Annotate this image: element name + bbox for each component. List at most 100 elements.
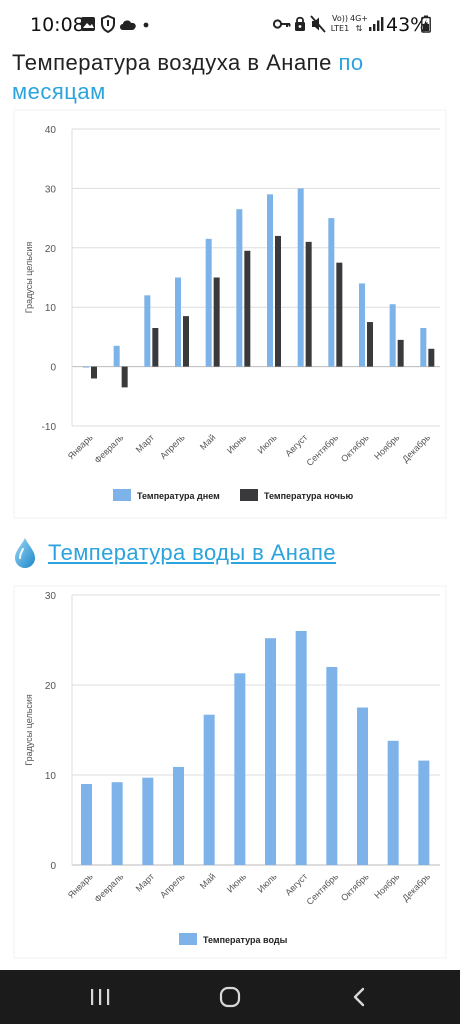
x-tick-label: Январь [66, 432, 95, 461]
x-tick-label: Май [198, 432, 218, 452]
bar-температура-воды-1 [81, 784, 92, 865]
x-tick-label: Январь [66, 871, 95, 900]
bar-температура-ночью-4 [183, 316, 189, 367]
bar-температура-днем-3 [144, 295, 151, 367]
dot-icon [143, 22, 149, 28]
x-tick-label: Апрель [158, 432, 187, 461]
data-arrows-icon: ⇅ [355, 24, 363, 33]
legend-label: Температура ночью [264, 491, 354, 501]
legend-swatch-температура-днем [113, 489, 131, 501]
x-tick-label: Октябрь [339, 432, 371, 464]
x-tick-label: Март [134, 871, 156, 893]
y-tick-label: 10 [45, 771, 57, 782]
status-bar: 10:08 Vo)) LTE1 4G+ ⇅ 43% [0, 0, 460, 48]
bar-температура-днем-4 [175, 277, 181, 367]
y-tick-label: 40 [45, 125, 57, 136]
network-type: 4G+ ⇅ [350, 14, 368, 34]
key-icon [272, 19, 291, 29]
x-tick-label: Июнь [225, 871, 248, 894]
y-tick-label: 20 [45, 681, 57, 692]
shield-icon [101, 15, 115, 33]
bar-температура-воды-9 [326, 667, 338, 865]
bar-температура-воды-6 [234, 673, 246, 865]
volte-label: Vo)) [332, 14, 348, 23]
y-tick-label: 30 [45, 184, 57, 195]
y-tick-label: 10 [45, 303, 57, 314]
bar-температура-днем-9 [328, 218, 335, 367]
bar-температура-ночью-5 [213, 277, 220, 367]
y-tick-label: -10 [42, 422, 57, 433]
x-tick-label: Август [283, 432, 309, 458]
bar-температура-ночью-6 [244, 250, 251, 367]
navigation-bar [0, 970, 460, 1024]
x-tick-label: Ноябрь [372, 432, 401, 461]
bar-температура-ночью-9 [336, 262, 343, 367]
bar-температура-днем-5 [205, 238, 212, 367]
page-title-text: Температура воздуха в Анапе [12, 50, 339, 75]
bar-температура-днем-10 [359, 283, 365, 367]
x-tick-label: Апрель [158, 871, 187, 900]
chart-frame [13, 109, 447, 519]
y-axis-label: Градусы цельсия [24, 694, 34, 766]
bar-температура-днем-6 [236, 209, 243, 367]
page-title-link[interactable]: по месяцам [12, 50, 364, 104]
battery-percentage: 43% [386, 14, 429, 36]
water-temperature-link[interactable]: Температура воды в Анапе [48, 540, 336, 565]
signal-icon [369, 17, 384, 31]
bar-температура-ночью-7 [275, 235, 281, 367]
y-tick-label: 20 [45, 244, 57, 255]
y-tick-label: 0 [50, 861, 56, 872]
cloud-icon [120, 20, 136, 30]
bar-температура-воды-5 [203, 714, 215, 865]
carrier-label: LTE1 [330, 24, 350, 33]
bar-температура-днем-2 [113, 345, 120, 367]
x-tick-label: Декабрь [400, 871, 432, 903]
status-time: 10:08 [30, 14, 85, 36]
y-axis-label: Градусы цельсия [24, 242, 34, 314]
home-button[interactable] [218, 985, 242, 1009]
y-tick-label: 0 [50, 363, 56, 374]
volte-indicator: Vo)) LTE1 [329, 14, 351, 34]
x-tick-label: Август [283, 871, 309, 897]
bar-температура-днем-11 [389, 304, 396, 367]
legend-label: Температура воды [203, 935, 288, 945]
water-drop-icon [15, 538, 35, 568]
x-tick-label: Сентябрь [304, 432, 340, 468]
x-tick-label: Июнь [225, 432, 248, 455]
bar-температура-днем-12 [420, 327, 427, 367]
x-tick-label: Февраль [92, 871, 125, 904]
bar-температура-воды-10 [357, 707, 368, 865]
x-tick-label: Июль [255, 432, 279, 456]
gallery-icon [81, 17, 95, 31]
bar-температура-днем-7 [267, 194, 273, 367]
x-tick-label: Октябрь [339, 871, 371, 903]
legend-label: Температура днем [137, 491, 220, 501]
legend-swatch-температура-ночью [240, 489, 258, 501]
bar-температура-ночью-11 [397, 339, 404, 367]
bar-температура-ночью-1 [91, 366, 97, 379]
bar-температура-ночью-2 [121, 366, 128, 388]
recent-apps-button[interactable] [88, 986, 112, 1008]
bar-температура-ночью-3 [152, 327, 159, 367]
bar-температура-днем-1 [83, 366, 89, 368]
bar-температура-воды-7 [265, 638, 276, 865]
bar-температура-воды-3 [142, 777, 154, 865]
battery-icon [421, 15, 431, 33]
mute-icon [310, 15, 326, 33]
bar-температура-воды-2 [111, 782, 123, 865]
x-tick-label: Ноябрь [372, 871, 401, 900]
x-tick-label: Февраль [92, 432, 125, 465]
water-temperature-heading: Температура воды в Анапе [12, 536, 452, 576]
bar-температура-воды-4 [173, 766, 184, 865]
legend-swatch-температура-воды [179, 933, 197, 945]
back-button[interactable] [348, 985, 372, 1009]
page-title: Температура воздуха в Анапе по месяцам [12, 48, 452, 106]
bar-температура-воды-11 [387, 740, 399, 865]
lock-icon [295, 16, 305, 31]
y-tick-label: 30 [45, 591, 57, 602]
bar-температура-ночью-8 [305, 241, 312, 367]
bar-температура-ночью-10 [367, 322, 373, 367]
network-label: 4G+ [350, 14, 368, 23]
chart-frame [13, 585, 447, 959]
